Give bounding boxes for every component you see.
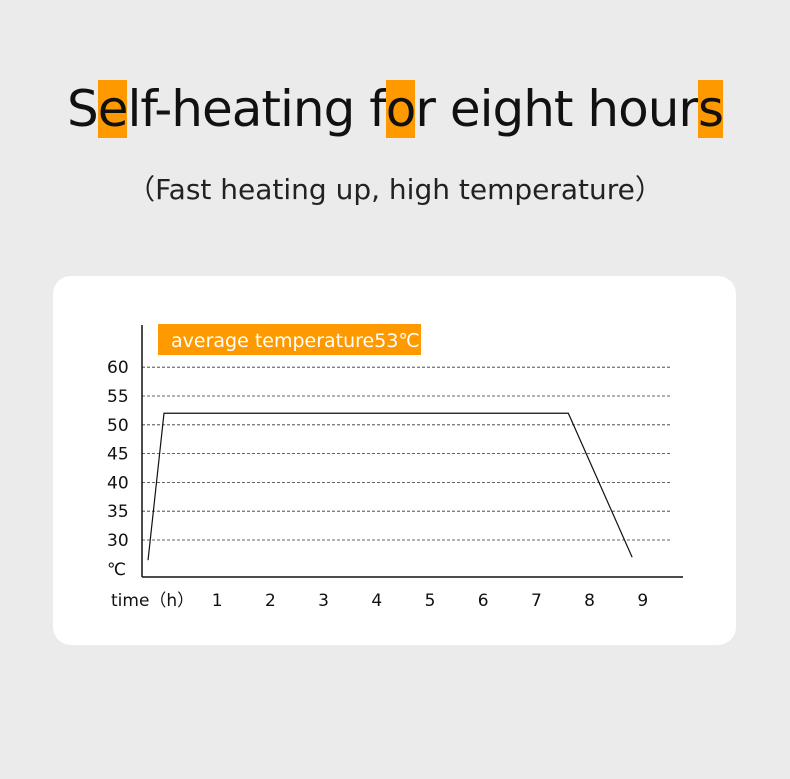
title-part: r eight hour [415, 80, 699, 138]
y-tick-label: 35 [107, 502, 129, 522]
y-axis-unit: ℃ [107, 560, 126, 580]
title-highlight: o [385, 80, 416, 138]
y-tick-label: 50 [107, 416, 129, 436]
x-tick-label: 5 [425, 591, 436, 611]
annotation-box [158, 324, 421, 355]
subtitle: （Fast heating up, high temperature） [127, 173, 663, 206]
title-part: S [66, 80, 99, 138]
annotation-label: average temperature53℃ [171, 330, 420, 352]
x-tick-label: 8 [584, 591, 595, 611]
title-highlight: e [97, 80, 128, 138]
temperature-line [147, 412, 633, 561]
y-tick-label: 45 [107, 445, 129, 465]
x-tick-label: 7 [531, 591, 542, 611]
x-axis-label: time（h） [111, 591, 194, 611]
x-tick-label: 2 [265, 591, 276, 611]
x-tick-label: 9 [637, 591, 648, 611]
x-tick-label: 3 [318, 591, 329, 611]
x-tick-label: 1 [212, 591, 223, 611]
x-tick-label: 6 [478, 591, 489, 611]
x-tick-label: 4 [371, 591, 382, 611]
page-title: Self-heating for eight hours [0, 80, 790, 138]
title-part: lf-heating f [127, 80, 386, 138]
y-tick-label: 60 [107, 358, 129, 378]
y-tick-label: 30 [107, 531, 129, 551]
y-tick-label: 40 [107, 473, 129, 493]
title-highlight: s [697, 80, 724, 138]
y-tick-label: 55 [107, 387, 129, 407]
